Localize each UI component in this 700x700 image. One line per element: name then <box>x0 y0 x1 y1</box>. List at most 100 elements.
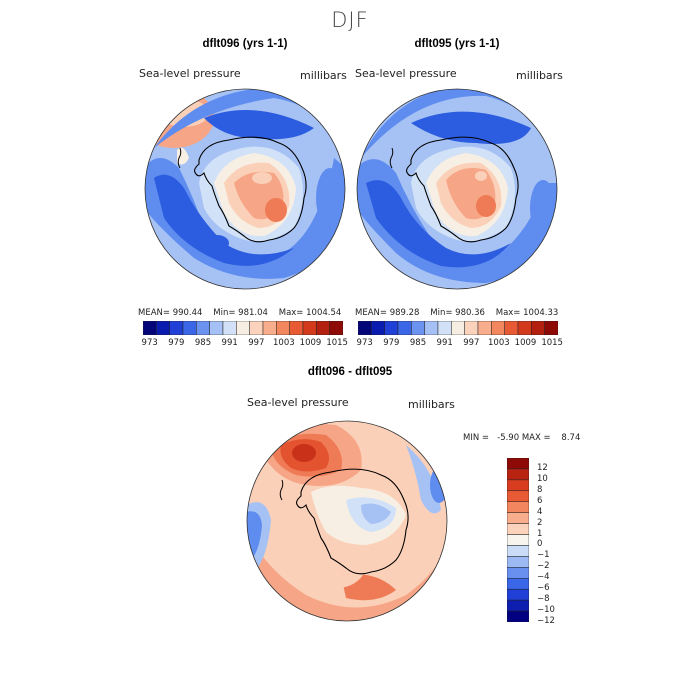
left-colorbar-swatch <box>143 321 157 335</box>
right-colorbar-swatch <box>477 321 492 335</box>
right-colorbar-swatch <box>531 321 545 335</box>
left-colorbar-tick-label: 1015 <box>326 338 348 348</box>
left-colorbar-swatch <box>196 321 210 335</box>
left-colorbar-swatch <box>222 321 237 335</box>
diff-colorbar-tick-label: 1 <box>537 528 543 539</box>
left-colorbar-tick-label: 979 <box>168 338 185 348</box>
left-max: Max= 1004.54 <box>278 308 342 318</box>
left-mean: MEAN= 990.44 <box>138 308 203 318</box>
left-colorbar-swatch <box>276 321 290 335</box>
right-colorbar-swatch <box>358 321 372 335</box>
figure-title-season: DJF <box>331 8 369 32</box>
right-colorbar-swatch <box>411 321 425 335</box>
left-variable-label: Sea-level pressure <box>139 67 241 80</box>
right-colorbar-tick-label: 985 <box>409 338 427 348</box>
diff-colorbar-tick-label: −2 <box>537 561 550 572</box>
diff-panel-title: dflt096 - dflt095 <box>307 366 393 378</box>
left-colorbar-swatch <box>329 321 343 335</box>
right-variable-label: Sea-level pressure <box>355 67 457 80</box>
diff-units-label: millibars <box>408 398 455 411</box>
right-panel-title: dflt095 (yrs 1-1) <box>414 38 500 50</box>
right-colorbar <box>358 321 558 335</box>
left-colorbar-swatch <box>316 321 330 335</box>
left-colorbar-swatch <box>262 321 277 335</box>
right-units-label: millibars <box>516 69 563 82</box>
diff-colorbar-swatch <box>507 588 529 601</box>
left-colorbar-swatch <box>182 321 197 335</box>
right-colorbar-swatch <box>504 321 519 335</box>
left-colorbar-tick-label: 991 <box>221 338 238 348</box>
right-colorbar-swatch <box>424 321 439 335</box>
right-colorbar-swatch <box>491 321 505 335</box>
right-colorbar-ticks: 973 979 985 991 997 1003 1009 1015 <box>356 338 563 350</box>
left-colorbar-swatch <box>302 321 317 335</box>
right-colorbar-tick-label: 1003 <box>488 338 510 348</box>
diff-colorbar-swatch <box>507 567 529 579</box>
right-colorbar-tick-label: 973 <box>356 338 373 348</box>
right-colorbar-tick-label: 991 <box>436 338 453 348</box>
right-colorbar-tick-label: 997 <box>463 338 480 348</box>
left-polar-map <box>144 88 346 290</box>
diff-colorbar-swatch <box>507 468 529 481</box>
diff-colorbar-tick-label: 0 <box>537 539 543 550</box>
diff-colorbar-swatch <box>507 479 529 492</box>
diff-colorbar <box>507 458 529 622</box>
diff-colorbar-tick-label: 12 <box>537 462 548 473</box>
diff-colorbar-tick-label: −10 <box>537 605 555 616</box>
diff-colorbar-tick-label: 4 <box>537 506 543 517</box>
diff-colorbar-tick-label: 10 <box>537 473 548 484</box>
diff-colorbar-tick-label: −1 <box>537 550 550 561</box>
diff-colorbar-swatch <box>507 545 529 557</box>
left-colorbar-swatch <box>209 321 224 335</box>
left-colorbar-tick-label: 1009 <box>299 338 322 348</box>
diff-colorbar-swatch <box>507 458 529 470</box>
right-colorbar-swatch <box>544 321 558 335</box>
left-min: Min= 981.04 <box>213 308 268 318</box>
diff-minmax: MIN = -5.90 MAX = 8.74 <box>463 433 581 443</box>
right-colorbar-swatch <box>371 321 385 335</box>
diff-colorbar-tick-label: −4 <box>537 572 550 583</box>
diff-colorbar-swatch <box>507 512 529 524</box>
left-colorbar-ticks: 973 979 985 991 997 1003 1009 1015 <box>141 338 348 350</box>
diff-colorbar-swatch <box>507 610 529 622</box>
diff-colorbar-swatch <box>507 534 529 546</box>
right-colorbar-tick-label: 979 <box>383 338 400 348</box>
left-colorbar-swatch <box>236 321 250 335</box>
left-units-label: millibars <box>300 69 347 82</box>
left-colorbar-swatch <box>156 321 170 335</box>
diff-colorbar-tick-label: −12 <box>537 616 555 626</box>
right-colorbar-tick-label: 1009 <box>514 338 537 348</box>
right-min: Min= 980.36 <box>430 308 485 318</box>
left-colorbar-tick-label: 997 <box>248 338 265 348</box>
right-colorbar-swatch <box>397 321 412 335</box>
right-colorbar-swatch <box>384 321 399 335</box>
left-panel-title: dflt096 (yrs 1-1) <box>202 38 288 50</box>
diff-colorbar-tick-label: 8 <box>537 484 543 495</box>
left-colorbar-swatch <box>289 321 304 335</box>
left-colorbar-tick-label: 1003 <box>273 338 295 348</box>
diff-colorbar-swatch <box>507 523 529 535</box>
diff-colorbar-swatch <box>507 490 529 502</box>
diff-colorbar-swatch <box>507 578 529 590</box>
diff-variable-label: Sea-level pressure <box>247 396 349 409</box>
diff-colorbar-tick-label: 6 <box>537 495 543 506</box>
diff-polar-map <box>246 420 448 622</box>
diff-colorbar-tick-label: −6 <box>537 583 550 594</box>
left-colorbar-tick-label: 973 <box>141 338 158 348</box>
left-colorbar-tick-label: 985 <box>194 338 212 348</box>
diff-colorbar-swatch <box>507 556 529 568</box>
right-colorbar-swatch <box>437 321 452 335</box>
left-colorbar <box>143 321 343 335</box>
left-stats: MEAN= 990.44 Min= 981.04 Max= 1004.54 <box>138 308 341 318</box>
right-colorbar-swatch <box>451 321 465 335</box>
diff-colorbar-tick-label: −8 <box>537 594 550 605</box>
diff-colorbar-swatch <box>507 599 529 612</box>
diff-colorbar-ticks: 12 10 8 6 4 2 1 0 −1 −2 −4 −6 −8 −10 −12 <box>537 458 577 626</box>
right-stats: MEAN= 989.28 Min= 980.36 Max= 1004.33 <box>355 308 558 318</box>
diff-colorbar-tick-label: 2 <box>537 517 543 528</box>
right-colorbar-swatch <box>517 321 532 335</box>
left-colorbar-swatch <box>169 321 184 335</box>
right-mean: MEAN= 989.28 <box>355 308 420 318</box>
diff-colorbar-swatch <box>507 501 529 513</box>
right-colorbar-swatch <box>464 321 479 335</box>
